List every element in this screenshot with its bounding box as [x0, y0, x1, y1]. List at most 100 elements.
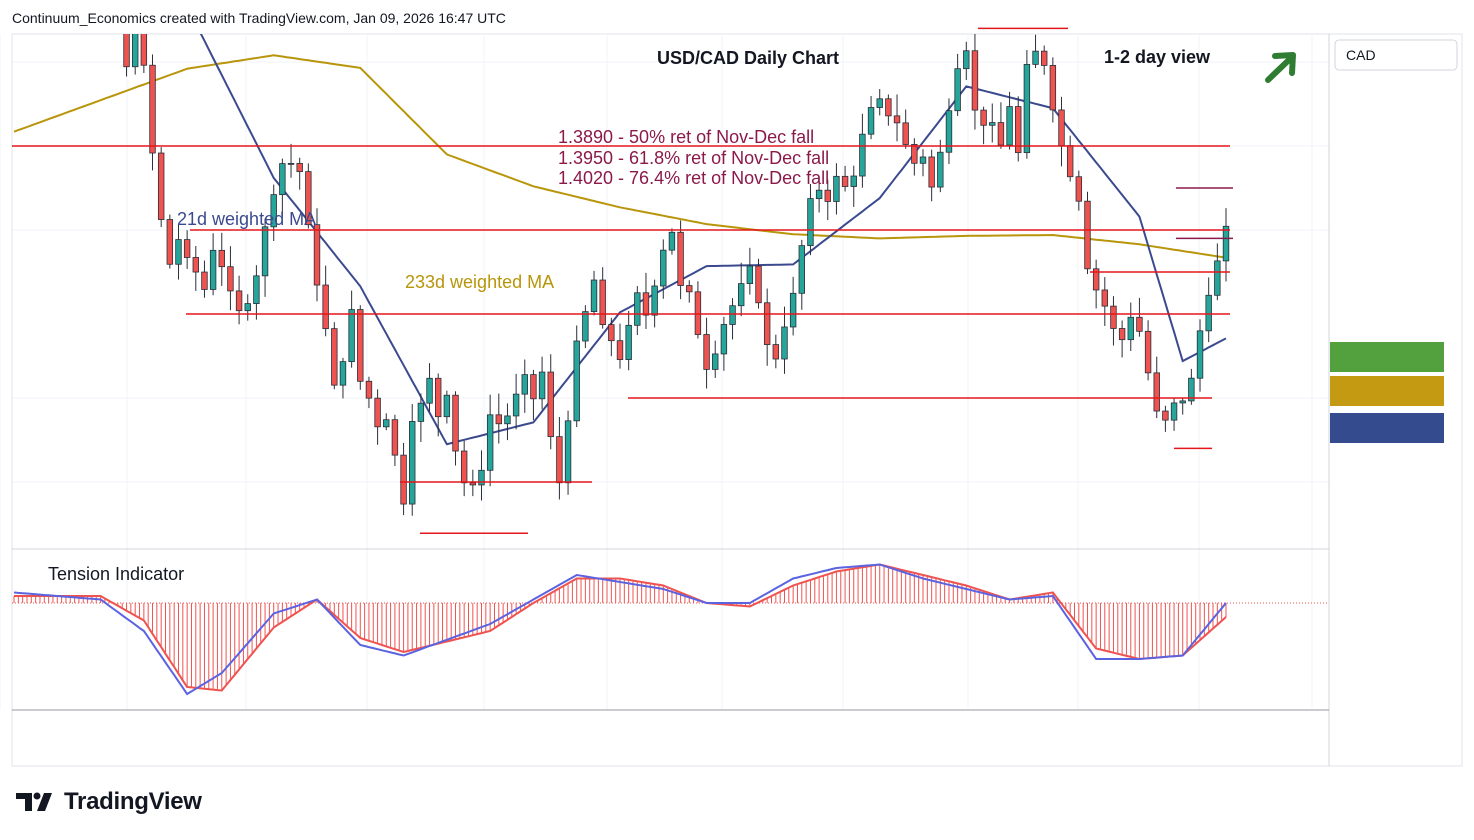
candle-up — [919, 156, 927, 164]
candle-down — [772, 344, 780, 360]
candle-down — [201, 271, 208, 290]
candle-down — [1092, 268, 1100, 291]
candle-up — [833, 175, 840, 202]
candle-down — [608, 324, 615, 342]
candle-up — [1214, 260, 1221, 296]
candle-up — [1032, 50, 1039, 65]
candle-down — [755, 265, 762, 304]
candle-up — [521, 374, 528, 395]
note-2: 1.3950 - 61.8% ret of Nov-Dec fall — [558, 148, 829, 168]
price-axis[interactable] — [1330, 342, 1444, 443]
candle-up — [348, 309, 355, 363]
candle-down — [686, 285, 693, 293]
note-1: 1.3890 - 50% ret of Nov-Dec fall — [558, 127, 814, 147]
candle-down — [322, 284, 329, 330]
price-pane[interactable] — [11, 0, 1230, 516]
candle-down — [218, 249, 225, 268]
candle-up — [582, 311, 589, 342]
candle-down — [192, 257, 199, 273]
candle-up — [729, 305, 736, 325]
ma21-label: 21d weighted MA — [177, 209, 316, 229]
candle-down — [140, 34, 148, 66]
tension-title: Tension Indicator — [48, 564, 184, 584]
candle-down — [642, 292, 650, 316]
candle-down — [997, 122, 1005, 146]
candle-up — [859, 133, 866, 177]
candle-up — [417, 402, 425, 422]
candle-down — [331, 328, 338, 386]
candle-down — [434, 377, 442, 418]
candle-up — [1205, 294, 1212, 332]
candle-up — [339, 361, 347, 386]
tradingview-logo[interactable]: TradingView — [14, 788, 202, 816]
candle-up — [720, 324, 728, 355]
candle-up — [1179, 400, 1186, 404]
candle-down — [703, 334, 710, 370]
candle-up — [963, 50, 970, 70]
candle-up — [954, 68, 961, 112]
candle-down — [495, 414, 502, 425]
candle-down — [885, 98, 892, 117]
candle-up — [209, 249, 217, 290]
candle-down — [1136, 316, 1143, 332]
candle-down — [235, 290, 243, 312]
candle-down — [374, 397, 381, 428]
candle-down — [694, 291, 702, 335]
ma233-label: 233d weighted MA — [405, 272, 554, 292]
candle-up — [287, 162, 295, 165]
candle-up — [1188, 377, 1195, 402]
candle-up — [789, 292, 797, 328]
candle-up — [1006, 106, 1013, 146]
candle-up — [1170, 402, 1178, 421]
candle-down — [1118, 328, 1126, 341]
tension-slow-line — [14, 563, 1227, 692]
candle-up — [738, 283, 745, 307]
candle-up — [244, 303, 251, 312]
currency-label: CAD — [1346, 47, 1376, 63]
currency-box[interactable] — [1334, 39, 1458, 71]
candle-down — [1015, 106, 1022, 154]
candle-down — [1153, 372, 1160, 412]
tension-fast-line — [13, 563, 1227, 696]
candle-down — [841, 175, 849, 187]
candle-down — [556, 436, 563, 484]
candle-down — [893, 115, 901, 124]
candle-up — [1127, 316, 1134, 341]
candle-down — [313, 224, 321, 286]
candle-up — [512, 393, 520, 417]
candle-down — [980, 109, 987, 126]
candle-down — [149, 64, 156, 154]
candle-up — [426, 377, 433, 404]
candle-up — [478, 469, 485, 486]
candle-up — [175, 239, 182, 265]
attribution-header: Continuum_Economics created with Trading… — [12, 10, 506, 26]
candle-down — [157, 152, 165, 220]
candle-up — [279, 163, 286, 196]
candle-down — [677, 231, 684, 286]
candle-up — [815, 189, 823, 199]
candle-down — [1066, 145, 1074, 178]
candle-down — [296, 162, 303, 173]
candle-up — [253, 275, 260, 304]
candle-down — [166, 219, 174, 265]
tradingview-wordmark: TradingView — [64, 788, 202, 815]
candle-up — [625, 324, 632, 360]
candle-up — [504, 415, 511, 425]
candle-up — [945, 110, 953, 153]
tension-pane[interactable] — [12, 563, 1329, 696]
candle-down — [400, 454, 407, 505]
candle-down — [928, 156, 935, 188]
candle-down — [123, 34, 130, 68]
candle-up — [876, 98, 883, 108]
annotations — [12, 27, 1233, 534]
candle-up — [807, 198, 814, 247]
candle-up — [1196, 330, 1204, 379]
chart-title: USD/CAD Daily Chart — [657, 48, 839, 68]
candle-down — [971, 50, 979, 111]
tradingview-logo-icon — [16, 792, 52, 811]
candle-down — [391, 419, 399, 456]
candle-up — [131, 34, 139, 68]
candle-down — [1075, 176, 1083, 202]
price-tag — [1330, 413, 1444, 443]
